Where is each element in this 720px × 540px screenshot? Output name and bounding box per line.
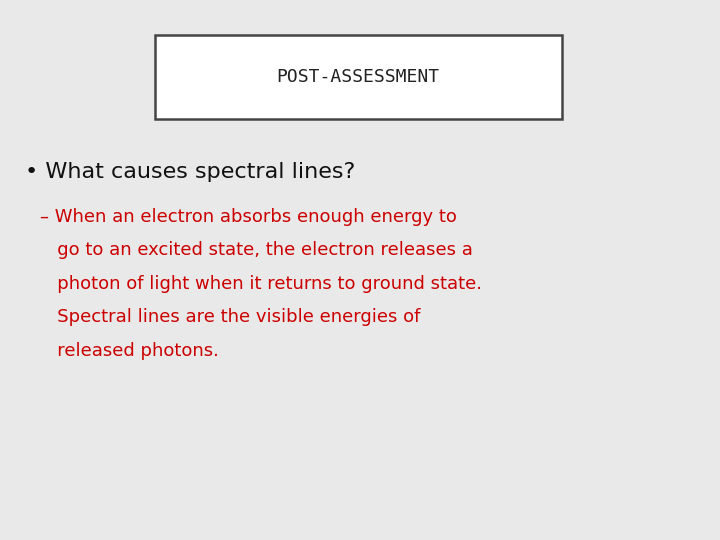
Text: Spectral lines are the visible energies of: Spectral lines are the visible energies … bbox=[40, 308, 420, 326]
Text: • What causes spectral lines?: • What causes spectral lines? bbox=[25, 162, 356, 182]
Text: released photons.: released photons. bbox=[40, 342, 218, 360]
Text: go to an excited state, the electron releases a: go to an excited state, the electron rel… bbox=[40, 241, 472, 259]
Text: photon of light when it returns to ground state.: photon of light when it returns to groun… bbox=[40, 275, 482, 293]
FancyBboxPatch shape bbox=[155, 35, 562, 119]
Text: – When an electron absorbs enough energy to: – When an electron absorbs enough energy… bbox=[40, 208, 456, 226]
Text: POST-ASSESSMENT: POST-ASSESSMENT bbox=[276, 68, 440, 86]
